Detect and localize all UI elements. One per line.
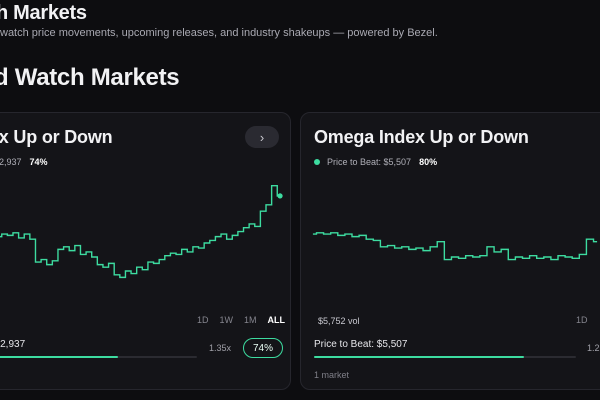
price-to-beat: $12,937 [0, 339, 26, 350]
volume: $5,752 vol [318, 316, 360, 326]
beat-progress-fill [0, 356, 118, 358]
percent-badge: 80% [419, 157, 438, 167]
market-card-index[interactable]: ex Up or Down › $12,937 74% 1D 1W 1M ALL… [0, 112, 291, 390]
beat-progress-bar [314, 356, 576, 358]
next-button[interactable]: › [245, 126, 279, 148]
last-point [277, 193, 283, 199]
range-1d[interactable]: 1D [197, 315, 209, 325]
range-selector: 1D 1W 1M ALL [197, 315, 285, 325]
card-title: Omega Index Up or Down [314, 127, 529, 147]
page-subtitle: watch price movements, upcoming releases… [0, 27, 438, 39]
price-to-beat: Price to Beat: $5,507 [314, 339, 408, 350]
card-title: ex Up or Down [0, 127, 113, 147]
price-row: Price to Beat: $5,507 80% [314, 157, 437, 167]
range-1w[interactable]: 1W [219, 315, 234, 325]
price-chart [312, 232, 598, 261]
price-text: Price to Beat: $5,507 [327, 157, 412, 167]
series-line [0, 185, 281, 279]
odds-pill[interactable]: 74% [243, 338, 283, 358]
price-chart [0, 185, 283, 279]
price-text: $12,937 [0, 157, 22, 167]
chevron-right-icon: › [259, 129, 265, 145]
market-count: 1 market [314, 370, 350, 380]
percent-badge: 74% [29, 157, 48, 167]
multiplier: 1.2 [587, 343, 600, 353]
beat-progress-fill [314, 356, 524, 358]
range-1m[interactable]: 1M [244, 315, 257, 325]
multiplier: 1.35x [209, 343, 232, 353]
status-dot-icon [314, 159, 320, 165]
range-1d[interactable]: 1D [576, 315, 588, 325]
range-all[interactable]: ALL [267, 315, 286, 325]
range-selector: 1D [576, 315, 588, 325]
series-line [312, 232, 598, 261]
page-title: h Markets [0, 2, 87, 24]
price-row: $12,937 74% [0, 157, 48, 167]
beat-progress-bar [0, 356, 197, 358]
market-card-omega[interactable]: Omega Index Up or Down Price to Beat: $5… [300, 112, 600, 390]
section-title: d Watch Markets [0, 64, 180, 91]
